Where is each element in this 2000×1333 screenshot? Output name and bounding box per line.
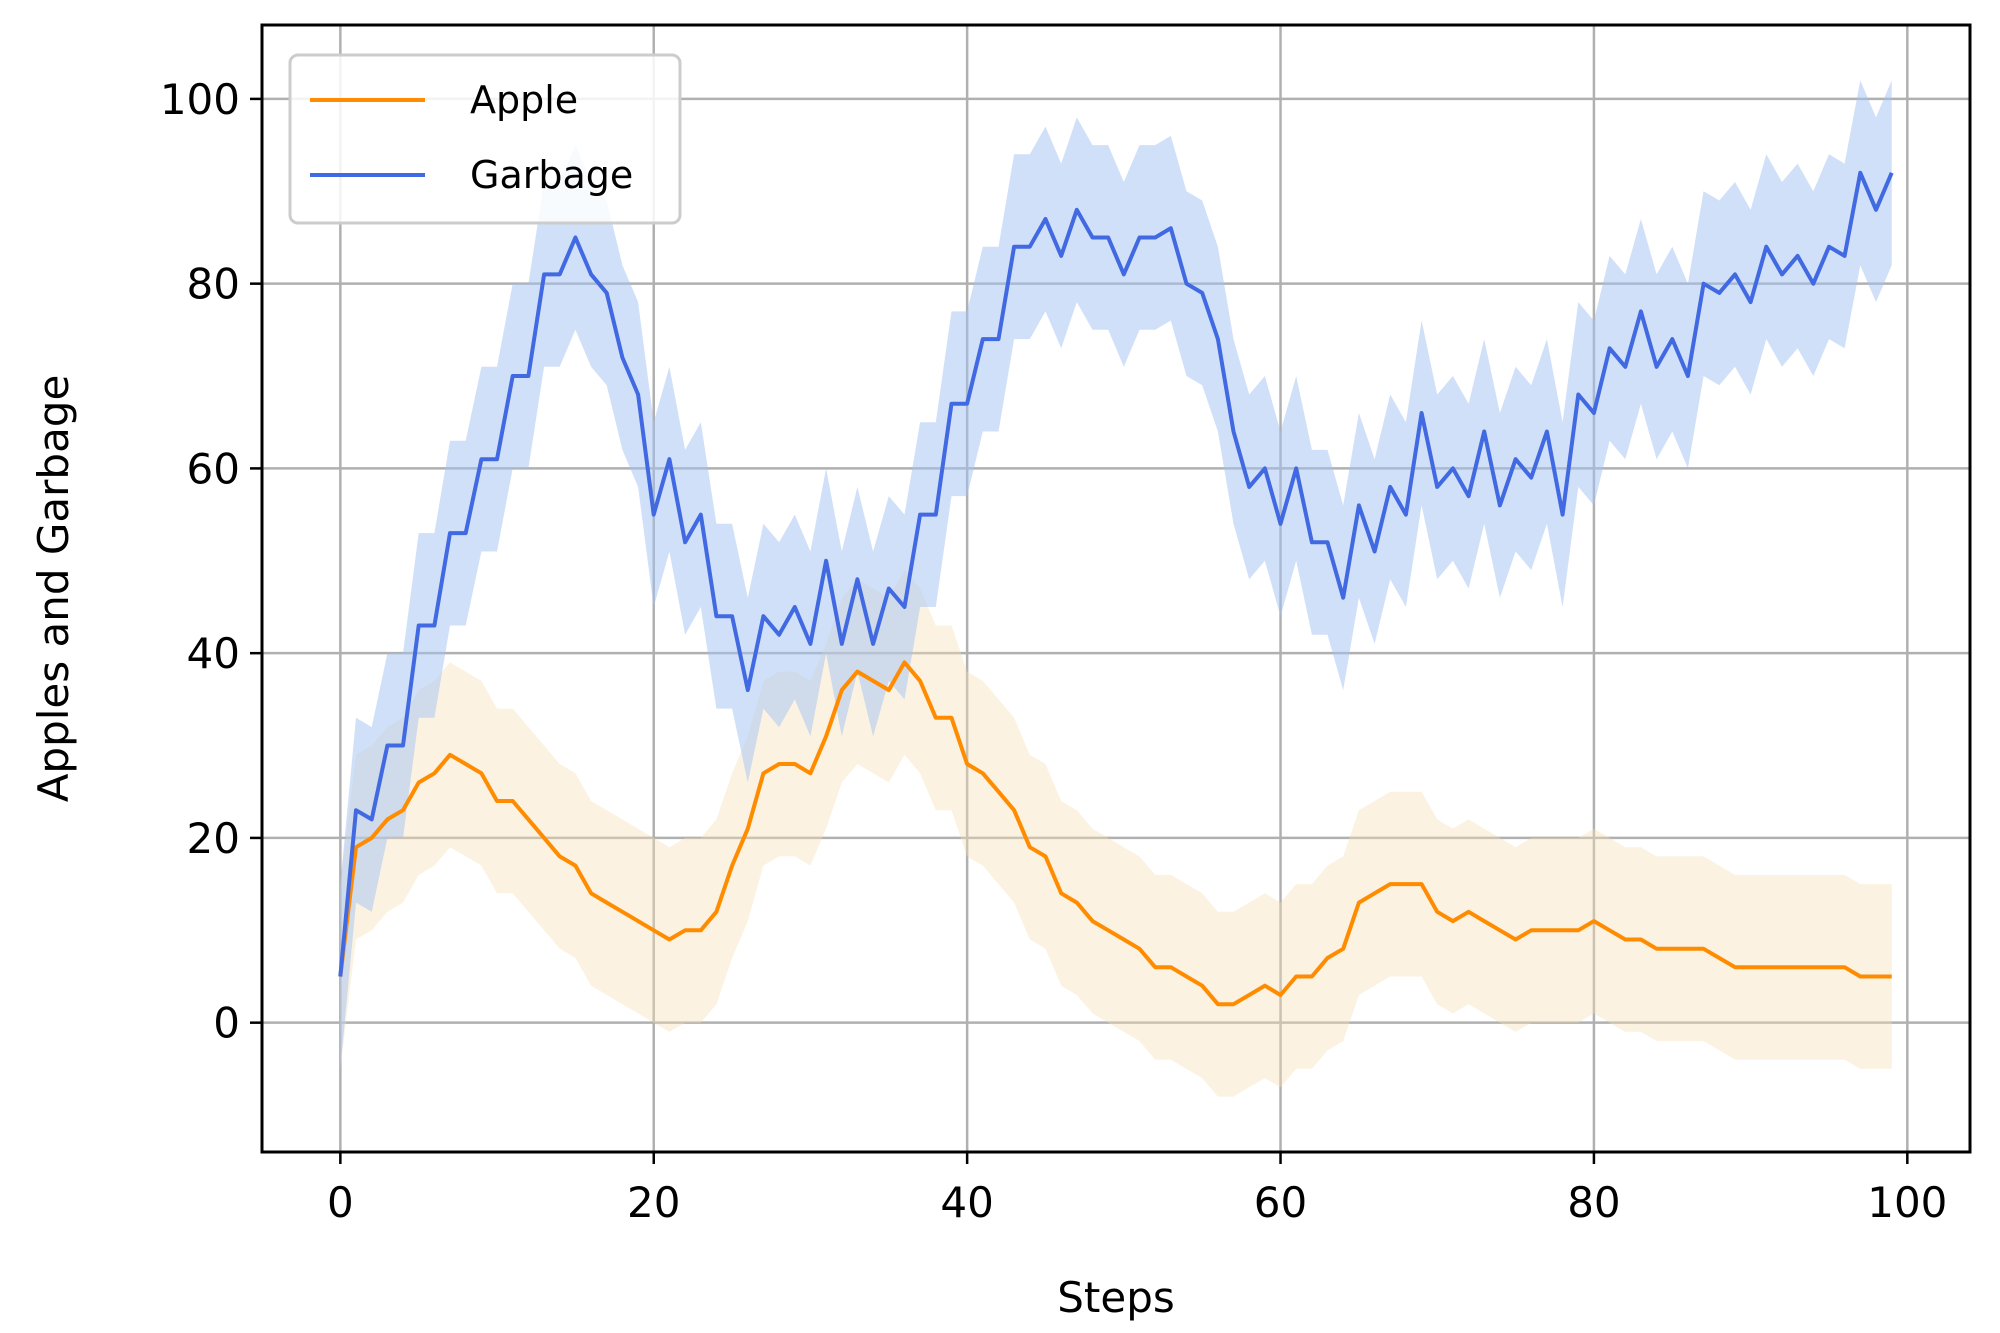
- legend-box: [288, 53, 682, 225]
- axis-ticks: 0 20 40 60 80 100 0 20 40 60 80 100: [160, 75, 1948, 1227]
- band-apple: [340, 570, 1892, 1097]
- series-lines: [338, 170, 1894, 1007]
- x-axis-label: Steps: [1057, 1273, 1175, 1322]
- y-tick-label: 0: [213, 999, 240, 1048]
- series-line-garbage: [338, 170, 1894, 977]
- x-tick-label: 60: [1254, 1178, 1307, 1227]
- y-tick-label: 40: [187, 629, 240, 678]
- confidence-bands: [340, 80, 1892, 1097]
- y-tick-label: 60: [187, 444, 240, 493]
- band-garbage: [340, 80, 1892, 1069]
- legend: Apple Garbage: [288, 53, 682, 225]
- x-tick-label: 20: [627, 1178, 680, 1227]
- x-tick-label: 40: [940, 1178, 993, 1227]
- x-tick-label: 80: [1567, 1178, 1620, 1227]
- y-axis-label: Apples and Garbage: [29, 375, 78, 803]
- y-tick-label: 80: [187, 260, 240, 309]
- x-tick-label: 0: [327, 1178, 354, 1227]
- plot-frame: [260, 23, 1972, 1154]
- x-tick-label: 100: [1867, 1178, 1947, 1227]
- legend-label-apple: Apple: [470, 78, 578, 122]
- y-tick-label: 100: [160, 75, 240, 124]
- y-tick-label: 20: [187, 814, 240, 863]
- series-line-apple: [338, 660, 1892, 1007]
- legend-label-garbage: Garbage: [470, 153, 633, 197]
